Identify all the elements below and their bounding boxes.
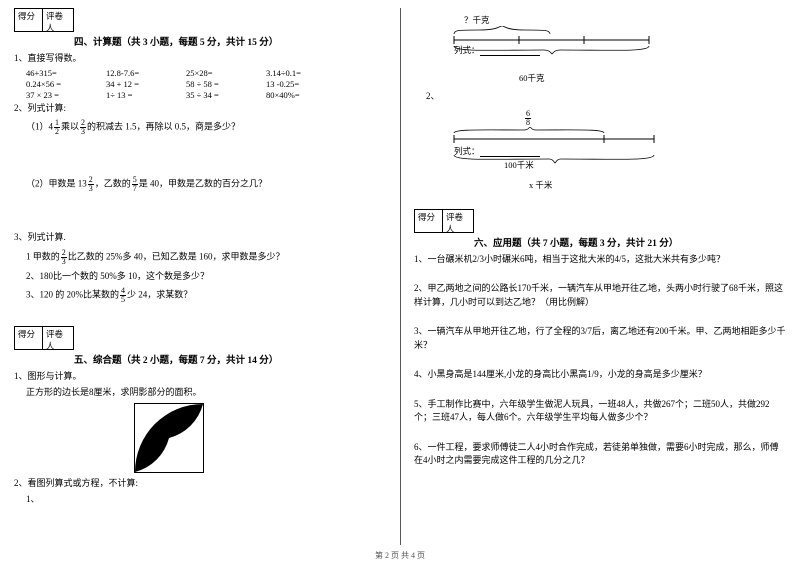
s6-q2: 2、甲乙两地之间的公路长170千米，一辆汽车从甲地开往乙地，头两小时行驶了68千… xyxy=(414,282,786,309)
s4-q2-sub1: （1）412乘以23的积减去 1.5，再除以 0.5，商是多少？ xyxy=(26,119,386,136)
diagram-1: ？千克 列式： 60千克 xyxy=(444,14,786,84)
calc: 58 ÷ 58 = xyxy=(186,79,266,89)
d1-top-label: ？千克 xyxy=(464,14,786,26)
s4-q1-row1: 46+315= 12.8-7.6= 25×28= 3.14÷0.1= xyxy=(14,68,386,78)
section6-title: 六、应用题（共 7 小题，每题 3 分，共计 21 分） xyxy=(414,235,786,249)
calc: 37 × 23 = xyxy=(26,90,106,100)
s4-q3-sub3: 3、120 的 20%比某数的45少 24，求某数？ xyxy=(26,287,386,304)
s4-q2-sub2: （2）甲数是 1323，乙数的57是 40，甲数是乙数的百分之几？ xyxy=(26,176,386,193)
score-label: 得分 xyxy=(414,209,442,233)
blank-line xyxy=(480,46,540,56)
fraction: 23 xyxy=(88,176,94,193)
eq-label: 列式： xyxy=(454,45,480,55)
text: 是 40，甲数是乙数的百分之几？ xyxy=(139,179,267,189)
s5-q2-sub1: 1、 xyxy=(14,493,386,507)
s6-q4: 4、小黑身高是144厘米,小龙的身高比小黑高1/9，小龙的身高是多少厘米？ xyxy=(414,368,786,382)
calc: 34 + 12 = xyxy=(106,79,186,89)
blank-line xyxy=(480,147,540,157)
diagram-2: 68 列式： 100千米 x 千米 xyxy=(444,110,786,191)
grader-label: 评卷人 xyxy=(442,209,474,233)
text: （2）甲数是 13 xyxy=(26,179,87,189)
calc: 35 ÷ 34 = xyxy=(186,90,266,100)
s6-q6: 6、一件工程，要求师傅徒二人4小时合作完成，若徒弟单独做，需要6小时完成，那么，… xyxy=(414,441,786,468)
left-column: 得分 评卷人 四、计算题（共 3 小题，每题 5 分，共计 15 分） 1、直接… xyxy=(0,0,400,565)
s6-q3: 3、一辆汽车从甲地开往乙地，行了全程的3/7后，离乙地还有200千米。甲、乙两地… xyxy=(414,325,786,352)
eq-label: 列式： xyxy=(454,146,480,156)
d2-label: 2、 xyxy=(414,90,786,104)
calc: 12.8-7.6= xyxy=(106,68,186,78)
fraction: 57 xyxy=(132,176,138,193)
calc: 0.24×56 = xyxy=(26,79,106,89)
text: 比乙数的 25%多 40，已知乙数是 160，求甲数是多少？ xyxy=(68,251,285,261)
calc: 46+315= xyxy=(26,68,106,78)
s4-q1-row2: 0.24×56 = 34 + 12 = 58 ÷ 58 = 13 -0.25= xyxy=(14,79,386,89)
d2-bottom-label: x 千米 xyxy=(529,179,786,191)
geometry-figure xyxy=(134,403,204,473)
score-box-section5: 得分 评卷人 xyxy=(14,326,386,350)
text: 3、120 的 20%比某数的 xyxy=(26,290,119,300)
section4-title: 四、计算题（共 3 小题，每题 5 分，共计 15 分） xyxy=(14,34,386,48)
s5-q1-desc: 正方形的边长是8厘米，求阴影部分的面积。 xyxy=(14,386,386,400)
score-label: 得分 xyxy=(14,8,42,32)
calc: 3.14÷0.1= xyxy=(266,68,346,78)
calc: 1÷ 13 = xyxy=(106,90,186,100)
calc: 80×40%= xyxy=(266,90,346,100)
fraction: 23 xyxy=(80,119,86,136)
fraction: 68 xyxy=(525,110,531,127)
text: 乘以 xyxy=(61,122,79,132)
score-label: 得分 xyxy=(14,326,42,350)
right-column: ？千克 列式： 60千克 2、 68 列式： 100千米 x 千米 xyxy=(400,0,800,565)
s4-q3-label: 3、列式计算. xyxy=(14,231,386,245)
score-box-section4: 得分 评卷人 xyxy=(14,8,386,32)
s5-q2-label: 2、看图列算式或方程，不计算: xyxy=(14,477,386,491)
d1-bottom-label: 60千克 xyxy=(519,72,786,84)
s4-q1-row3: 37 × 23 = 1÷ 13 = 35 ÷ 34 = 80×40%= xyxy=(14,90,386,100)
s4-q1-label: 1、直接写得数。 xyxy=(14,52,386,66)
s6-q5: 5、手工制作比赛中，六年级学生做泥人玩具，一班48人，共做267个；二班50人，… xyxy=(414,398,786,425)
text: 1 甲数的 xyxy=(26,251,60,261)
s4-q2-label: 2、列式计算: xyxy=(14,102,386,116)
grader-label: 评卷人 xyxy=(42,326,74,350)
fraction: 12 xyxy=(54,119,60,136)
s4-q3-sub1: 1 甲数的23比乙数的 25%多 40，已知乙数是 160，求甲数是多少？ xyxy=(26,249,386,266)
calc: 25×28= xyxy=(186,68,266,78)
fraction: 45 xyxy=(120,287,126,304)
s5-q1-label: 1、图形与计算。 xyxy=(14,370,386,384)
text: 的积减去 1.5，再除以 0.5，商是多少？ xyxy=(87,122,240,132)
grader-label: 评卷人 xyxy=(42,8,74,32)
calc: 13 -0.25= xyxy=(266,79,346,89)
section5-title: 五、综合题（共 2 小题，每题 7 分，共计 14 分） xyxy=(14,352,386,366)
page-footer: 第 2 页 共 4 页 xyxy=(0,550,800,561)
s6-q1: 1、一台碾米机2/3小时碾米6吨，相当于这批大米的4/5，这批大米共有多少吨？ xyxy=(414,253,786,267)
fraction: 23 xyxy=(61,249,67,266)
petal-shape-icon xyxy=(135,404,203,472)
d2-frac: 68 xyxy=(524,110,786,127)
text: （1）4 xyxy=(26,122,53,132)
text: 少 24，求某数？ xyxy=(127,290,192,300)
text: ，乙数的 xyxy=(95,179,131,189)
score-box-section6: 得分 评卷人 xyxy=(414,209,786,233)
s4-q3-sub2: 2、180比一个数的 50%多 10，这个数是多少？ xyxy=(26,270,386,284)
